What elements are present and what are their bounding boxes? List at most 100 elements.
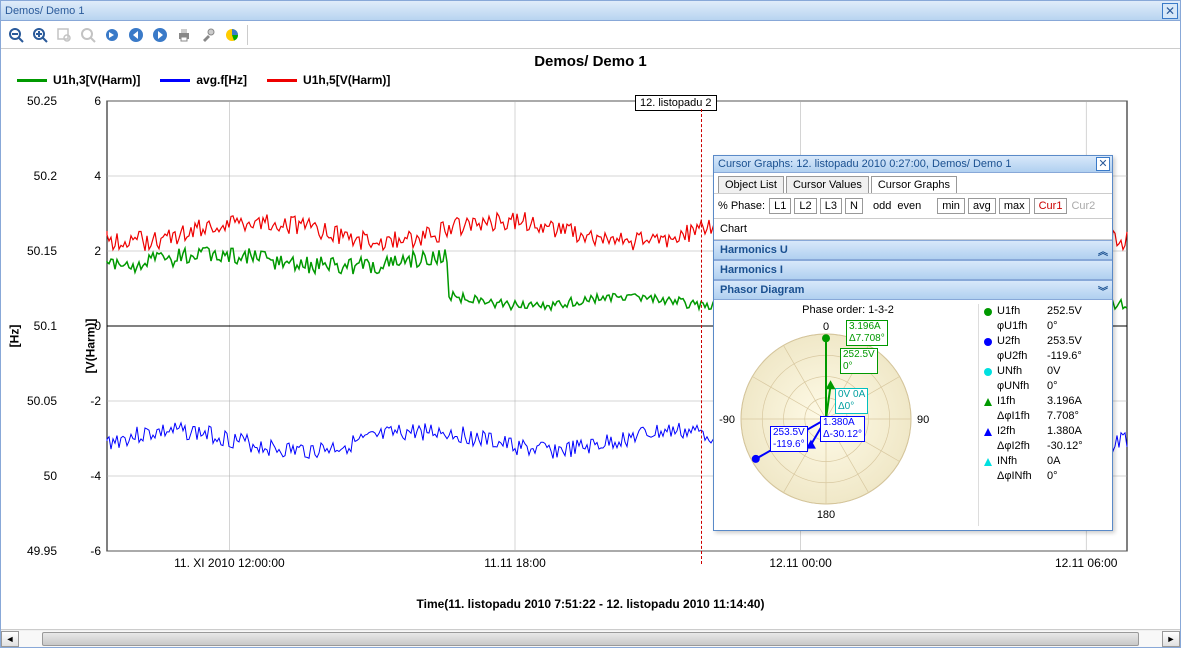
svg-text:-90: -90 [719, 414, 735, 426]
prev-button-icon[interactable] [125, 24, 147, 46]
stat-button[interactable]: max [999, 198, 1030, 214]
collapse-arrow-icon: ︾ [1098, 283, 1108, 298]
cursor-graphs-panel[interactable]: Cursor Graphs: 12. listopadu 2010 0:27:0… [713, 155, 1113, 531]
panel-tab[interactable]: Cursor Values [786, 176, 869, 193]
chart-title: Demos/ Demo 1 [1, 49, 1180, 74]
legend-value: 253.5V [1047, 334, 1082, 349]
triangle-marker-icon [983, 427, 993, 437]
panel-tab[interactable]: Cursor Graphs [871, 176, 957, 193]
phasor-legend-row: U2fh 253.5V [983, 334, 1108, 349]
svg-text:50.15: 50.15 [27, 244, 57, 258]
section-harmonics-i[interactable]: Harmonics I [714, 260, 1112, 280]
phasor-legend-row: ΔφI1fh 7.708° [983, 409, 1108, 424]
legend-color-icon [160, 79, 190, 82]
circle-marker-icon [983, 367, 993, 377]
zoom-reset-icon[interactable] [77, 24, 99, 46]
zoom-rect-icon[interactable] [53, 24, 75, 46]
phase-button[interactable]: L3 [820, 198, 842, 214]
svg-text:50: 50 [44, 469, 58, 483]
phase-button[interactable]: N [845, 198, 863, 214]
phasor-legend: U1fh252.5VφU1fh0°U2fh253.5VφU2fh-119.6°U… [978, 304, 1108, 526]
section-phasor[interactable]: Phasor Diagram︾ [714, 280, 1112, 300]
panel-titlebar[interactable]: Cursor Graphs: 12. listopadu 2010 0:27:0… [714, 156, 1112, 173]
svg-text:50.1: 50.1 [34, 319, 58, 333]
circle-marker-icon [983, 337, 993, 347]
stat-button[interactable]: avg [968, 198, 996, 214]
phase-order-label: Phase order: 1-3-2 [718, 304, 978, 316]
legend-value: 0° [1047, 469, 1058, 484]
section-harmonics-u[interactable]: Harmonics U︽ [714, 240, 1112, 260]
legend-item[interactable]: U1h,5[V(Harm)] [267, 73, 390, 87]
scroll-right-button[interactable]: ► [1162, 631, 1180, 647]
legend-value: 0° [1047, 379, 1058, 394]
svg-text:4: 4 [94, 169, 101, 183]
window-title: Demos/ Demo 1 [5, 5, 84, 17]
zoom-out-icon[interactable] [5, 24, 27, 46]
phasor-annot-u1: 252.5V0° [840, 348, 878, 374]
phasor-legend-row: U1fh252.5V [983, 304, 1108, 319]
phasor-legend-row: I2fh1.380A [983, 424, 1108, 439]
config-icon[interactable] [197, 24, 219, 46]
cur2-label: Cur2 [1071, 200, 1095, 212]
legend-color-icon [267, 79, 297, 82]
svg-text:49.95: 49.95 [27, 544, 57, 558]
svg-text:12.11 00:00: 12.11 00:00 [769, 556, 832, 570]
legend-value: 0° [1047, 319, 1058, 334]
window-titlebar[interactable]: Demos/ Demo 1 ✕ [1, 1, 1180, 21]
panel-title: Cursor Graphs: 12. listopadu 2010 0:27:0… [718, 158, 1012, 170]
legend-item[interactable]: U1h,3[V(Harm)] [17, 73, 140, 87]
toolbar-separator [247, 25, 248, 45]
scroll-left-button[interactable]: ◄ [1, 631, 19, 647]
svg-text:-6: -6 [90, 544, 101, 558]
cur1-button[interactable]: Cur1 [1034, 198, 1068, 214]
legend-name: UNfh [997, 364, 1043, 379]
scroll-thumb[interactable] [42, 632, 1139, 646]
phasor-legend-row: ΔφI2fh-30.12° [983, 439, 1108, 454]
chart-legend: U1h,3[V(Harm)] avg.f[Hz] U1h,5[V(Harm)] [17, 73, 390, 87]
svg-text:11. XI 2010 12:00:00: 11. XI 2010 12:00:00 [174, 556, 285, 570]
pie-chart-icon[interactable] [221, 24, 243, 46]
legend-name: φUNfh [997, 379, 1043, 394]
panel-chart-label: Chart [714, 219, 1112, 240]
panel-tabs: Object ListCursor ValuesCursor Graphs [714, 173, 1112, 193]
legend-value: 7.708° [1047, 409, 1079, 424]
window-close-button[interactable]: ✕ [1162, 3, 1178, 19]
phasor-annot-u2: 253.5V-119.6° [770, 426, 808, 452]
legend-item[interactable]: avg.f[Hz] [160, 73, 247, 87]
phasor-annot-i1: 3.196AΔ7.708° [846, 320, 888, 346]
filter-option[interactable]: even [897, 200, 921, 212]
legend-value: -119.6° [1047, 349, 1082, 364]
svg-text:0: 0 [823, 321, 829, 333]
phasor-diagram: 090180-90 Phase order: 1-3-2 3.196AΔ7.70… [718, 304, 978, 526]
svg-text:50.05: 50.05 [27, 394, 57, 408]
legend-label: avg.f[Hz] [196, 73, 247, 87]
zoom-history-icon[interactable] [101, 24, 123, 46]
print-icon[interactable] [173, 24, 195, 46]
phasor-legend-row: φU1fh0° [983, 319, 1108, 334]
svg-text:-4: -4 [90, 469, 101, 483]
phase-button[interactable]: L2 [794, 198, 816, 214]
x-axis-label: Time(11. listopadu 2010 7:51:22 - 12. li… [1, 597, 1180, 611]
stat-button[interactable]: min [937, 198, 965, 214]
triangle-marker-icon [983, 457, 993, 467]
phasor-legend-row: I1fh3.196A [983, 394, 1108, 409]
panel-close-button[interactable]: ✕ [1096, 157, 1110, 171]
legend-color-icon [17, 79, 47, 82]
panel-tab[interactable]: Object List [718, 176, 784, 193]
filter-option[interactable]: odd [873, 200, 891, 212]
legend-name: φU2fh [997, 349, 1043, 364]
collapse-arrow-icon: ︽ [1098, 243, 1108, 258]
legend-value: -30.12° [1047, 439, 1083, 454]
phasor-legend-row: ΔφINfh0° [983, 469, 1108, 484]
zoom-in-icon[interactable] [29, 24, 51, 46]
next-button-icon[interactable] [149, 24, 171, 46]
scroll-track[interactable] [19, 631, 1162, 647]
legend-value: 1.380A [1047, 424, 1082, 439]
phase-button[interactable]: L1 [769, 198, 791, 214]
legend-name: ΔφI1fh [997, 409, 1043, 424]
cursor-line[interactable] [701, 109, 702, 564]
horizontal-scrollbar[interactable]: ◄ ► [1, 629, 1180, 647]
legend-name: INfh [997, 454, 1043, 469]
legend-name: U2fh [997, 334, 1043, 349]
svg-text:-2: -2 [90, 394, 101, 408]
